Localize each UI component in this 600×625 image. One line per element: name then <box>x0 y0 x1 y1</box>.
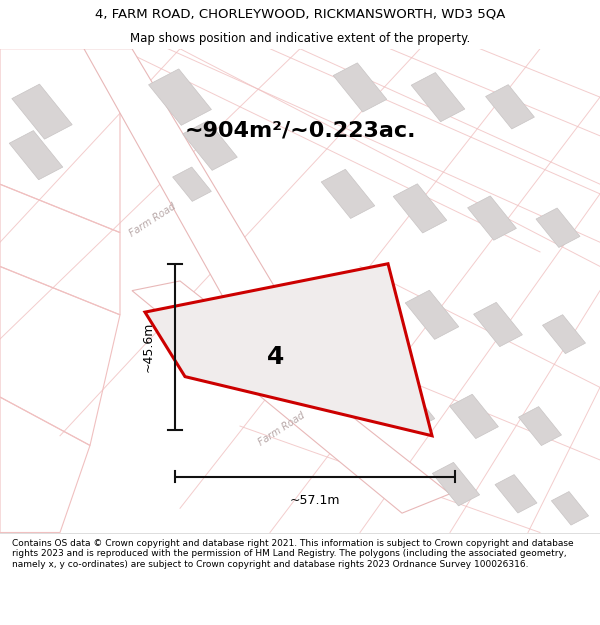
Polygon shape <box>518 407 562 446</box>
Polygon shape <box>449 394 499 439</box>
Polygon shape <box>411 72 465 122</box>
Text: 4: 4 <box>267 345 284 369</box>
Text: ~904m²/~0.223ac.: ~904m²/~0.223ac. <box>184 121 416 141</box>
Polygon shape <box>393 184 447 233</box>
Polygon shape <box>542 315 586 354</box>
Polygon shape <box>84 49 300 349</box>
Polygon shape <box>473 302 523 347</box>
Polygon shape <box>333 63 387 112</box>
Text: 4, FARM ROAD, CHORLEYWOOD, RICKMANSWORTH, WD3 5QA: 4, FARM ROAD, CHORLEYWOOD, RICKMANSWORTH… <box>95 7 505 20</box>
Polygon shape <box>145 264 432 436</box>
Polygon shape <box>405 290 459 339</box>
Text: ~45.6m: ~45.6m <box>142 322 155 372</box>
Polygon shape <box>433 462 479 506</box>
Text: Farm Road: Farm Road <box>128 202 178 239</box>
Polygon shape <box>183 121 237 171</box>
Polygon shape <box>551 491 589 525</box>
Polygon shape <box>132 281 450 513</box>
Polygon shape <box>149 69 211 126</box>
Polygon shape <box>485 84 535 129</box>
Polygon shape <box>9 131 63 180</box>
Polygon shape <box>173 167 211 201</box>
Text: Map shows position and indicative extent of the property.: Map shows position and indicative extent… <box>130 31 470 44</box>
Text: Farm Road: Farm Road <box>257 410 307 447</box>
Polygon shape <box>321 169 375 219</box>
Polygon shape <box>495 474 537 513</box>
Polygon shape <box>12 84 72 139</box>
Text: Contains OS data © Crown copyright and database right 2021. This information is : Contains OS data © Crown copyright and d… <box>12 539 574 569</box>
Polygon shape <box>536 208 580 248</box>
Polygon shape <box>333 276 387 325</box>
Polygon shape <box>381 382 435 431</box>
Polygon shape <box>467 196 517 240</box>
Text: ~57.1m: ~57.1m <box>290 494 340 508</box>
